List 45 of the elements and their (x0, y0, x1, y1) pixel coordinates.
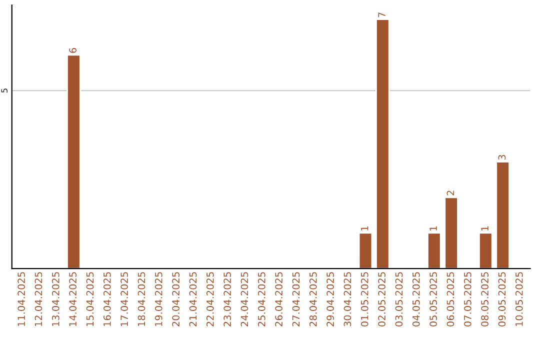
y-tick-label: 5 (1, 88, 8, 93)
x-tick-label: 05.05.2025 (430, 272, 437, 326)
bar (444, 196, 458, 269)
x-tick-label: 02.05.2025 (378, 272, 386, 326)
x-tick-label: 17.04.2025 (120, 272, 128, 326)
x-tick-label: 04.05.2025 (412, 272, 420, 326)
x-tick-label: 13.04.2025 (52, 272, 60, 326)
data-label: 2 (446, 190, 454, 196)
x-tick-label: 21.04.2025 (189, 272, 197, 326)
data-label: 6 (69, 48, 76, 53)
x-tick-label: 08.05.2025 (481, 272, 488, 326)
x-tick-label: 01.05.2025 (360, 272, 368, 326)
data-label: 7 (378, 12, 386, 18)
bar (427, 232, 442, 269)
x-tick-label: 16.04.2025 (103, 272, 111, 326)
bar (66, 54, 81, 269)
x-tick-label: 25.04.2025 (258, 272, 266, 326)
x-tick-label: 15.04.2025 (86, 272, 94, 326)
bar (478, 232, 493, 269)
bar (358, 232, 373, 269)
x-tick-label: 27.04.2025 (292, 272, 300, 326)
data-label: 1 (430, 226, 437, 231)
x-tick-label: 18.04.2025 (138, 272, 146, 326)
x-tick-label: 10.05.2025 (515, 272, 523, 326)
x-tick-label: 22.04.2025 (206, 272, 214, 326)
data-label: 1 (361, 226, 368, 231)
data-label: 3 (498, 154, 506, 160)
x-tick-label: 09.05.2025 (498, 272, 506, 326)
x-tick-label: 11.04.2025 (18, 272, 25, 326)
x-tick-label: 23.04.2025 (224, 272, 231, 326)
x-tick-label: 19.04.2025 (154, 272, 162, 326)
x-tick-label: 24.04.2025 (240, 272, 248, 326)
x-tick-label: 29.04.2025 (326, 272, 334, 326)
bar (496, 161, 510, 269)
x-tick-label: 28.04.2025 (309, 272, 317, 326)
x-tick-label: 12.04.2025 (34, 272, 42, 326)
x-tick-label: 03.05.2025 (395, 272, 403, 326)
x-tick-label: 07.05.2025 (464, 272, 472, 326)
x-tick-label: 20.04.2025 (172, 272, 180, 326)
x-tick-label: 30.04.2025 (344, 272, 352, 326)
x-tick-label: 14.04.2025 (69, 272, 76, 326)
bar (376, 18, 390, 269)
x-tick-label: 26.04.2025 (275, 272, 282, 326)
x-tick-label: 06.05.2025 (446, 272, 454, 326)
data-label: 1 (481, 226, 488, 231)
